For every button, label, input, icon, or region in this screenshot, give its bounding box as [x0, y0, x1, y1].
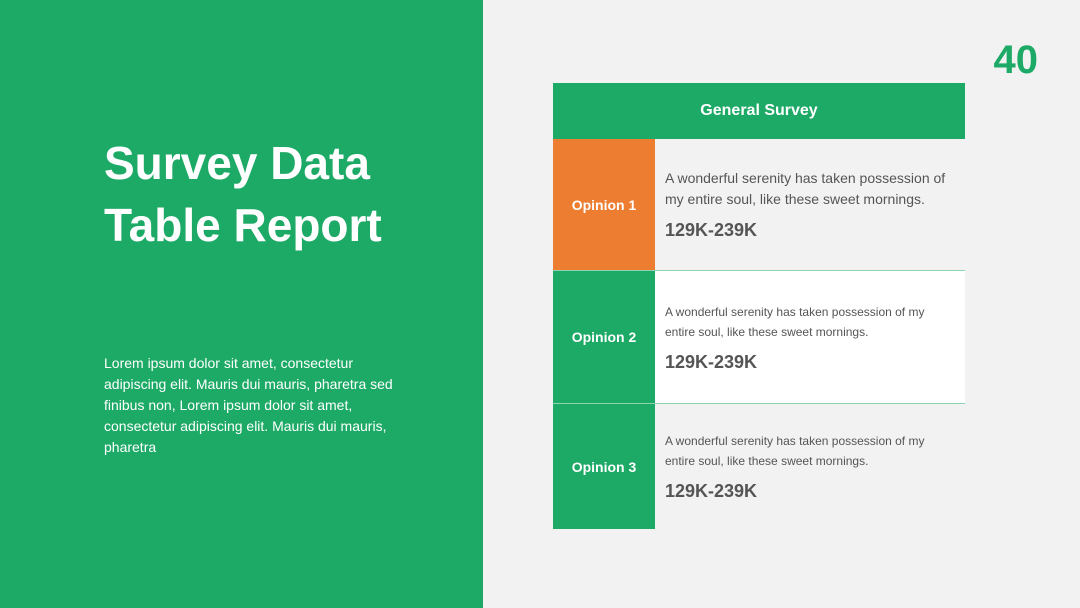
table-row: Opinion 2 A wonderful serenity has taken…: [553, 270, 965, 403]
row-label: Opinion 3: [553, 404, 655, 529]
row-cell: A wonderful serenity has taken possessio…: [655, 139, 965, 270]
slide-title: Survey Data Table Report: [104, 137, 382, 251]
table-row: Opinion 3 A wonderful serenity has taken…: [553, 403, 965, 529]
row-value: 129K-239K: [665, 351, 758, 372]
page-number: 40: [993, 38, 1039, 82]
row-value: 129K-239K: [665, 220, 758, 240]
row-description: A wonderful serenity has taken possessio…: [665, 434, 925, 468]
row-value: 129K-239K: [665, 481, 758, 501]
table-header: General Survey: [553, 83, 965, 139]
row-description: A wonderful serenity has taken possessio…: [665, 304, 925, 339]
row-cell: A wonderful serenity has taken possessio…: [655, 404, 965, 529]
row-label: Opinion 2: [553, 271, 655, 403]
left-panel: Survey Data Table Report Lorem ipsum dol…: [0, 0, 483, 608]
body-text: Lorem ipsum dolor sit amet, consectetur …: [104, 355, 393, 455]
row-cell: A wonderful serenity has taken possessio…: [655, 271, 965, 403]
table-row: Opinion 1 A wonderful serenity has taken…: [553, 139, 965, 270]
row-description: A wonderful serenity has taken possessio…: [665, 170, 946, 207]
survey-table: General Survey Opinion 1 A wonderful ser…: [553, 83, 965, 529]
row-label: Opinion 1: [553, 139, 655, 270]
